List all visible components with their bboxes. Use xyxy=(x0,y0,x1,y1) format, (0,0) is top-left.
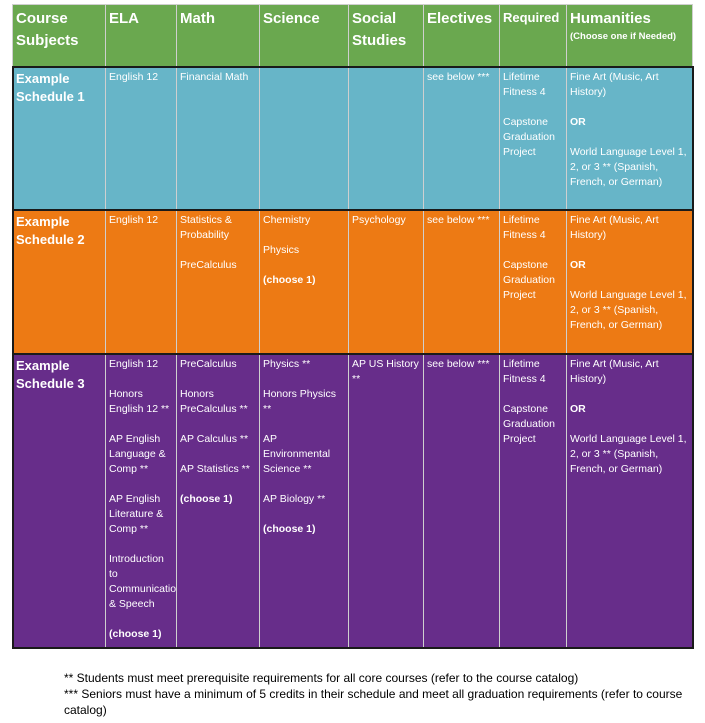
header-science: Science xyxy=(259,4,349,67)
cell-required-3: Lifetime Fitness 4 Capstone Graduation P… xyxy=(499,353,567,648)
header-row: Course Subjects ELA Math Science Social … xyxy=(12,4,693,67)
cell-required-2: Lifetime Fitness 4 Capstone Graduation P… xyxy=(499,209,567,354)
cell-humanities-1: Fine Art (Music, Art History) OR World L… xyxy=(566,66,693,210)
row-label-1: Example Schedule 1 xyxy=(12,66,106,210)
cell-humanities-2: Fine Art (Music, Art History) OR World L… xyxy=(566,209,693,354)
cell-ela-3: English 12 Honors English 12 ** AP Engli… xyxy=(105,353,177,648)
header-electives: Electives xyxy=(423,4,500,67)
cell-electives-3: see below *** xyxy=(423,353,500,648)
cell-science-3: Physics ** Honors Physics ** AP Environm… xyxy=(259,353,349,648)
cell-math-2: Statistics & Probability PreCalculus xyxy=(176,209,260,354)
header-humanities: Humanities (Choose one if Needed) xyxy=(566,4,693,67)
row-label-2: Example Schedule 2 xyxy=(12,209,106,354)
footnotes: ** Students must meet prerequisite requi… xyxy=(64,670,694,718)
cell-social-1 xyxy=(348,66,424,210)
schedule-table: Course Subjects ELA Math Science Social … xyxy=(11,4,694,649)
cell-science-2: Chemistry Physics (choose 1) xyxy=(259,209,349,354)
schedule-row-1: Example Schedule 1 English 12 Financial … xyxy=(11,65,694,211)
cell-ela-1: English 12 xyxy=(105,66,177,210)
cell-math-3: PreCalculus Honors PreCalculus ** AP Cal… xyxy=(176,353,260,648)
cell-humanities-3: Fine Art (Music, Art History) OR World L… xyxy=(566,353,693,648)
footnote-prerequisites: ** Students must meet prerequisite requi… xyxy=(64,671,579,685)
schedule-row-3: Example Schedule 3 English 12 Honors Eng… xyxy=(11,352,694,649)
header-required: Required xyxy=(499,4,567,67)
cell-math-1: Financial Math xyxy=(176,66,260,210)
cell-electives-1: see below *** xyxy=(423,66,500,210)
cell-social-2: Psychology xyxy=(348,209,424,354)
cell-social-3: AP US History ** xyxy=(348,353,424,648)
footnote-credits: *** Seniors must have a minimum of 5 cre… xyxy=(64,687,683,717)
header-social-studies: Social Studies xyxy=(348,4,424,67)
cell-required-1: Lifetime Fitness 4 Capstone Graduation P… xyxy=(499,66,567,210)
header-ela: ELA xyxy=(105,4,177,67)
header-course-subjects: Course Subjects xyxy=(12,4,106,67)
header-math: Math xyxy=(176,4,260,67)
schedule-row-2: Example Schedule 2 English 12 Statistics… xyxy=(11,208,694,355)
cell-science-1 xyxy=(259,66,349,210)
cell-ela-2: English 12 xyxy=(105,209,177,354)
cell-electives-2: see below *** xyxy=(423,209,500,354)
row-label-3: Example Schedule 3 xyxy=(12,353,106,648)
